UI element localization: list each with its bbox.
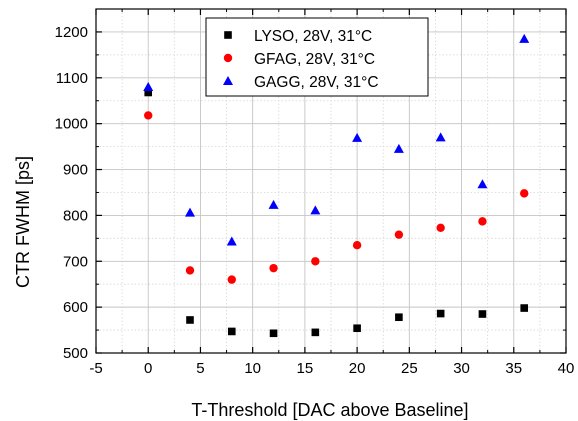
x-tick-label: 15 xyxy=(297,360,314,377)
data-point xyxy=(519,33,530,43)
data-point xyxy=(186,316,194,324)
x-tick-label: 30 xyxy=(453,360,470,377)
legend: LYSO, 28V, 31°C GFAG, 28V, 31°C GAGG, 28V,… xyxy=(205,17,429,97)
y-tick-label: 700 xyxy=(63,253,88,270)
y-tick-label: 900 xyxy=(63,162,88,179)
x-axis-label: T-Threshold [DAC above Baseline] xyxy=(191,400,468,420)
x-tick-label: -5 xyxy=(89,360,102,377)
y-tick-label: 500 xyxy=(63,345,88,362)
series-triangle xyxy=(143,33,530,246)
x-tick-label: 40 xyxy=(558,360,575,377)
data-point xyxy=(144,88,153,97)
data-points xyxy=(143,33,530,338)
data-point xyxy=(269,263,278,273)
data-point xyxy=(520,189,529,198)
data-point xyxy=(226,236,237,246)
x-tick-label: 25 xyxy=(401,360,418,377)
data-point xyxy=(393,143,404,153)
x-tick-label: 0 xyxy=(144,360,152,377)
data-point xyxy=(353,324,361,333)
series-circle xyxy=(144,111,529,284)
x-tick-label: 35 xyxy=(505,360,522,377)
axes: -5 0 5 10 15 20 25 30 35 40 500 600 700 800 900 1000 110… xyxy=(55,8,575,377)
data-point xyxy=(352,132,363,142)
data-point xyxy=(227,275,236,284)
data-point xyxy=(144,111,153,120)
legend-label: GAGG, 28V, 31°C xyxy=(254,74,379,91)
x-tick-label: 5 xyxy=(196,360,204,377)
data-point xyxy=(185,266,195,275)
y-tick-label: 1100 xyxy=(56,70,88,87)
data-point xyxy=(227,327,236,336)
legend-marker xyxy=(223,53,233,63)
data-point xyxy=(143,81,154,91)
data-point xyxy=(311,328,320,337)
data-point xyxy=(436,309,445,318)
series-square xyxy=(144,88,529,338)
data-point xyxy=(478,310,487,318)
data-point xyxy=(436,223,445,232)
data-point xyxy=(394,230,404,239)
y-tick-label: 1200 xyxy=(55,24,88,41)
legend-label: GFAG, 28V, 31°C xyxy=(254,51,375,68)
x-tick-label: 20 xyxy=(349,360,366,377)
x-tick-label: 10 xyxy=(244,360,261,377)
data-point xyxy=(310,205,321,215)
y-axis-label: CTR FWHM [ps] xyxy=(13,156,33,288)
legend-marker xyxy=(224,31,232,39)
y-tick-label: 1000 xyxy=(55,116,88,133)
data-point xyxy=(435,132,446,142)
y-tick-label: 800 xyxy=(63,207,88,224)
data-point xyxy=(520,304,529,312)
legend-box xyxy=(205,17,429,97)
data-point xyxy=(311,257,320,266)
data-point xyxy=(268,199,279,209)
data-point xyxy=(395,313,403,322)
legend-label: LYSO, 28V, 31°C xyxy=(254,28,372,45)
data-point xyxy=(269,329,278,338)
data-point xyxy=(478,217,487,226)
data-point xyxy=(352,241,362,250)
legend-marker xyxy=(223,76,233,85)
data-point xyxy=(477,179,488,189)
y-tick-label: 600 xyxy=(63,299,88,316)
data-point xyxy=(185,207,195,217)
